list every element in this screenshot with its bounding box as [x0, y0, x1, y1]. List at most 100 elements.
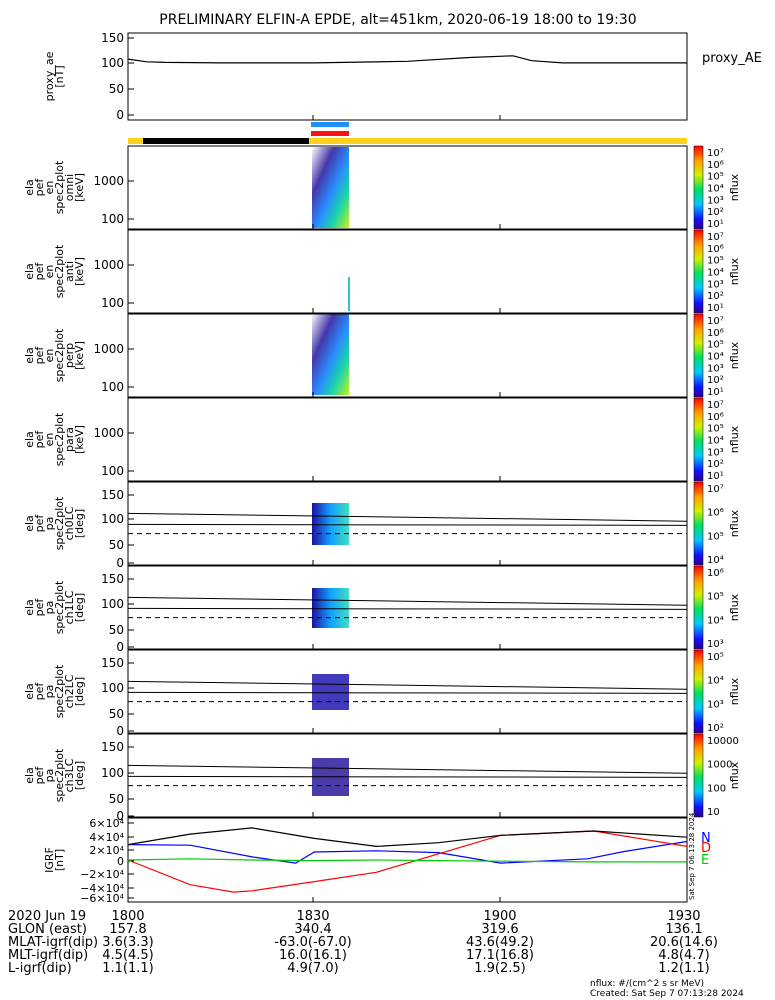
y-tick-label: 0 [116, 809, 124, 823]
colorbar-tick-label: 10³ [707, 447, 724, 458]
igrf-series-line [127, 858, 687, 863]
perp-spectrogram-block [312, 313, 349, 395]
footer-value: 1900 [483, 909, 516, 924]
colorbar-tick-label: 10⁷ [707, 484, 724, 495]
colorbar-tick-label: 10⁶ [707, 244, 724, 255]
colorbar [693, 229, 704, 314]
colorbar-tick-label: 1000 [707, 760, 732, 771]
colorbar [693, 397, 704, 482]
loss-cone-upper-line [127, 512, 688, 522]
colorbar-tick-label: 10¹ [707, 471, 724, 482]
colorbar-tick-label: 10⁷ [707, 400, 724, 411]
footer-label-date: 2020 Jun 19 [8, 909, 86, 924]
y-axis-label-line: pa [43, 685, 56, 699]
y-tick-label: 1000 [93, 258, 124, 272]
colorbar-tick-label: 10⁶ [707, 160, 724, 171]
loss-cone-middle-line [127, 523, 688, 526]
y-tick-label: 0 [116, 640, 124, 654]
y-tick-label: 50 [109, 538, 124, 552]
y-axis-label-line: spec2plot [53, 160, 66, 214]
plot-title: PRELIMINARY ELFIN-A EPDE, alt=451km, 202… [159, 12, 636, 28]
y-axis-label-line: pa [43, 601, 56, 615]
panel-frame [127, 229, 688, 314]
footer-value: 3.6(3.3) [102, 935, 154, 950]
y-axis-label-line: [keV] [73, 257, 86, 286]
colorbar-tick-label: 10⁴ [707, 268, 724, 279]
y-axis-label-line: ela [23, 431, 36, 448]
y-tick-label: −2×10⁴ [80, 868, 124, 881]
panel-frame [127, 817, 688, 903]
y-axis-label-line: ch0LC [63, 506, 76, 540]
colorbar-tick-label: 10³ [707, 279, 724, 290]
y-axis-label-line: ela [23, 599, 36, 616]
colorbar-label: nflux [728, 173, 741, 201]
colorbar-tick-label: 10² [707, 375, 724, 386]
y-axis-label-line: spec2plot [53, 412, 66, 466]
y-axis-label-line: spec2plot [53, 496, 66, 550]
y-axis-label-line: [nT] [53, 849, 66, 871]
y-axis-label-line: pef [33, 766, 46, 785]
y-tick-label: 100 [101, 380, 124, 394]
colorbar-tick-label: 100 [707, 783, 726, 794]
y-tick-label: 150 [101, 488, 124, 502]
footer-value: 20.6(14.6) [650, 935, 718, 950]
grf-legend-d: D [701, 841, 711, 856]
science-marker-red [311, 131, 349, 136]
y-axis-label-line: [keV] [73, 173, 86, 202]
panel-frame [127, 397, 688, 482]
y-axis-label-line: ch3LC [63, 758, 76, 792]
colorbar-tick-label: 10¹ [707, 387, 724, 398]
colorbar-label: nflux [728, 593, 741, 621]
grf-legend-n: N [701, 831, 711, 846]
y-axis-label-line: pef [33, 682, 46, 701]
colorbar-tick-label: 10² [707, 723, 724, 734]
y-axis-label-line: pef [33, 346, 46, 365]
footer-value: 319.6 [481, 922, 518, 937]
footer-value: 1.2(1.1) [658, 961, 710, 976]
loss-cone-middle-line [127, 775, 688, 778]
colorbar-tick-label: 10³ [707, 639, 724, 650]
colorbar-tick-label: 10⁷ [707, 232, 724, 243]
omni-spectrogram-block [312, 147, 349, 228]
y-axis-label-line: [keV] [73, 341, 86, 370]
y-axis-label-line: [deg] [73, 677, 86, 706]
colorbar-label: nflux [728, 677, 741, 705]
y-tick-label: 100 [101, 597, 124, 611]
panel-frame [127, 313, 688, 398]
colorbar-tick-label: 10⁷ [707, 148, 724, 159]
colorbar-tick-label: 10¹ [707, 219, 724, 230]
y-axis-label-line: [keV] [73, 425, 86, 454]
colorbar [693, 649, 704, 734]
y-axis-label-line: spec2plot [53, 580, 66, 634]
footer-label-lshell: L-igrf(dip) [8, 961, 72, 976]
colorbar [693, 313, 704, 398]
y-tick-label: 2×10⁴ [89, 844, 124, 857]
y-tick-label: 150 [101, 31, 124, 45]
y-tick-label: 100 [101, 464, 124, 478]
ch2lc-pa-block [312, 674, 349, 710]
panel-frame [127, 481, 688, 566]
y-axis-label-line: ela [23, 767, 36, 784]
panel-frame [127, 32, 688, 121]
y-axis-label-line: spec2plot [53, 244, 66, 298]
colorbar-tick-label: 10⁶ [707, 568, 724, 579]
y-axis-label-line: anti [63, 261, 76, 282]
y-tick-label: 100 [101, 212, 124, 226]
footer-value: 157.8 [109, 922, 146, 937]
y-axis-label-line: ela [23, 515, 36, 532]
igrf-series-line [127, 840, 688, 864]
y-axis-label-line: pa [43, 769, 56, 783]
y-axis-label-line: omni [63, 174, 76, 201]
created-stamp: Created: Sat Sep 7 07:13:28 2024 [590, 989, 744, 999]
colorbar-tick-label: 10² [707, 291, 724, 302]
colorbar-tick-label: 10⁶ [707, 328, 724, 339]
colorbar [693, 481, 704, 566]
colorbar [693, 145, 704, 230]
footer-value: 1930 [667, 909, 700, 924]
colorbar-tick-label: 10⁴ [707, 352, 724, 363]
footer-label-glon: GLON (east) [8, 922, 87, 937]
y-tick-label: 100 [101, 56, 124, 70]
y-tick-label: 0 [116, 556, 124, 570]
y-axis-label-line: ch2LC [63, 674, 76, 708]
colorbar-tick-label: 10³ [707, 363, 724, 374]
